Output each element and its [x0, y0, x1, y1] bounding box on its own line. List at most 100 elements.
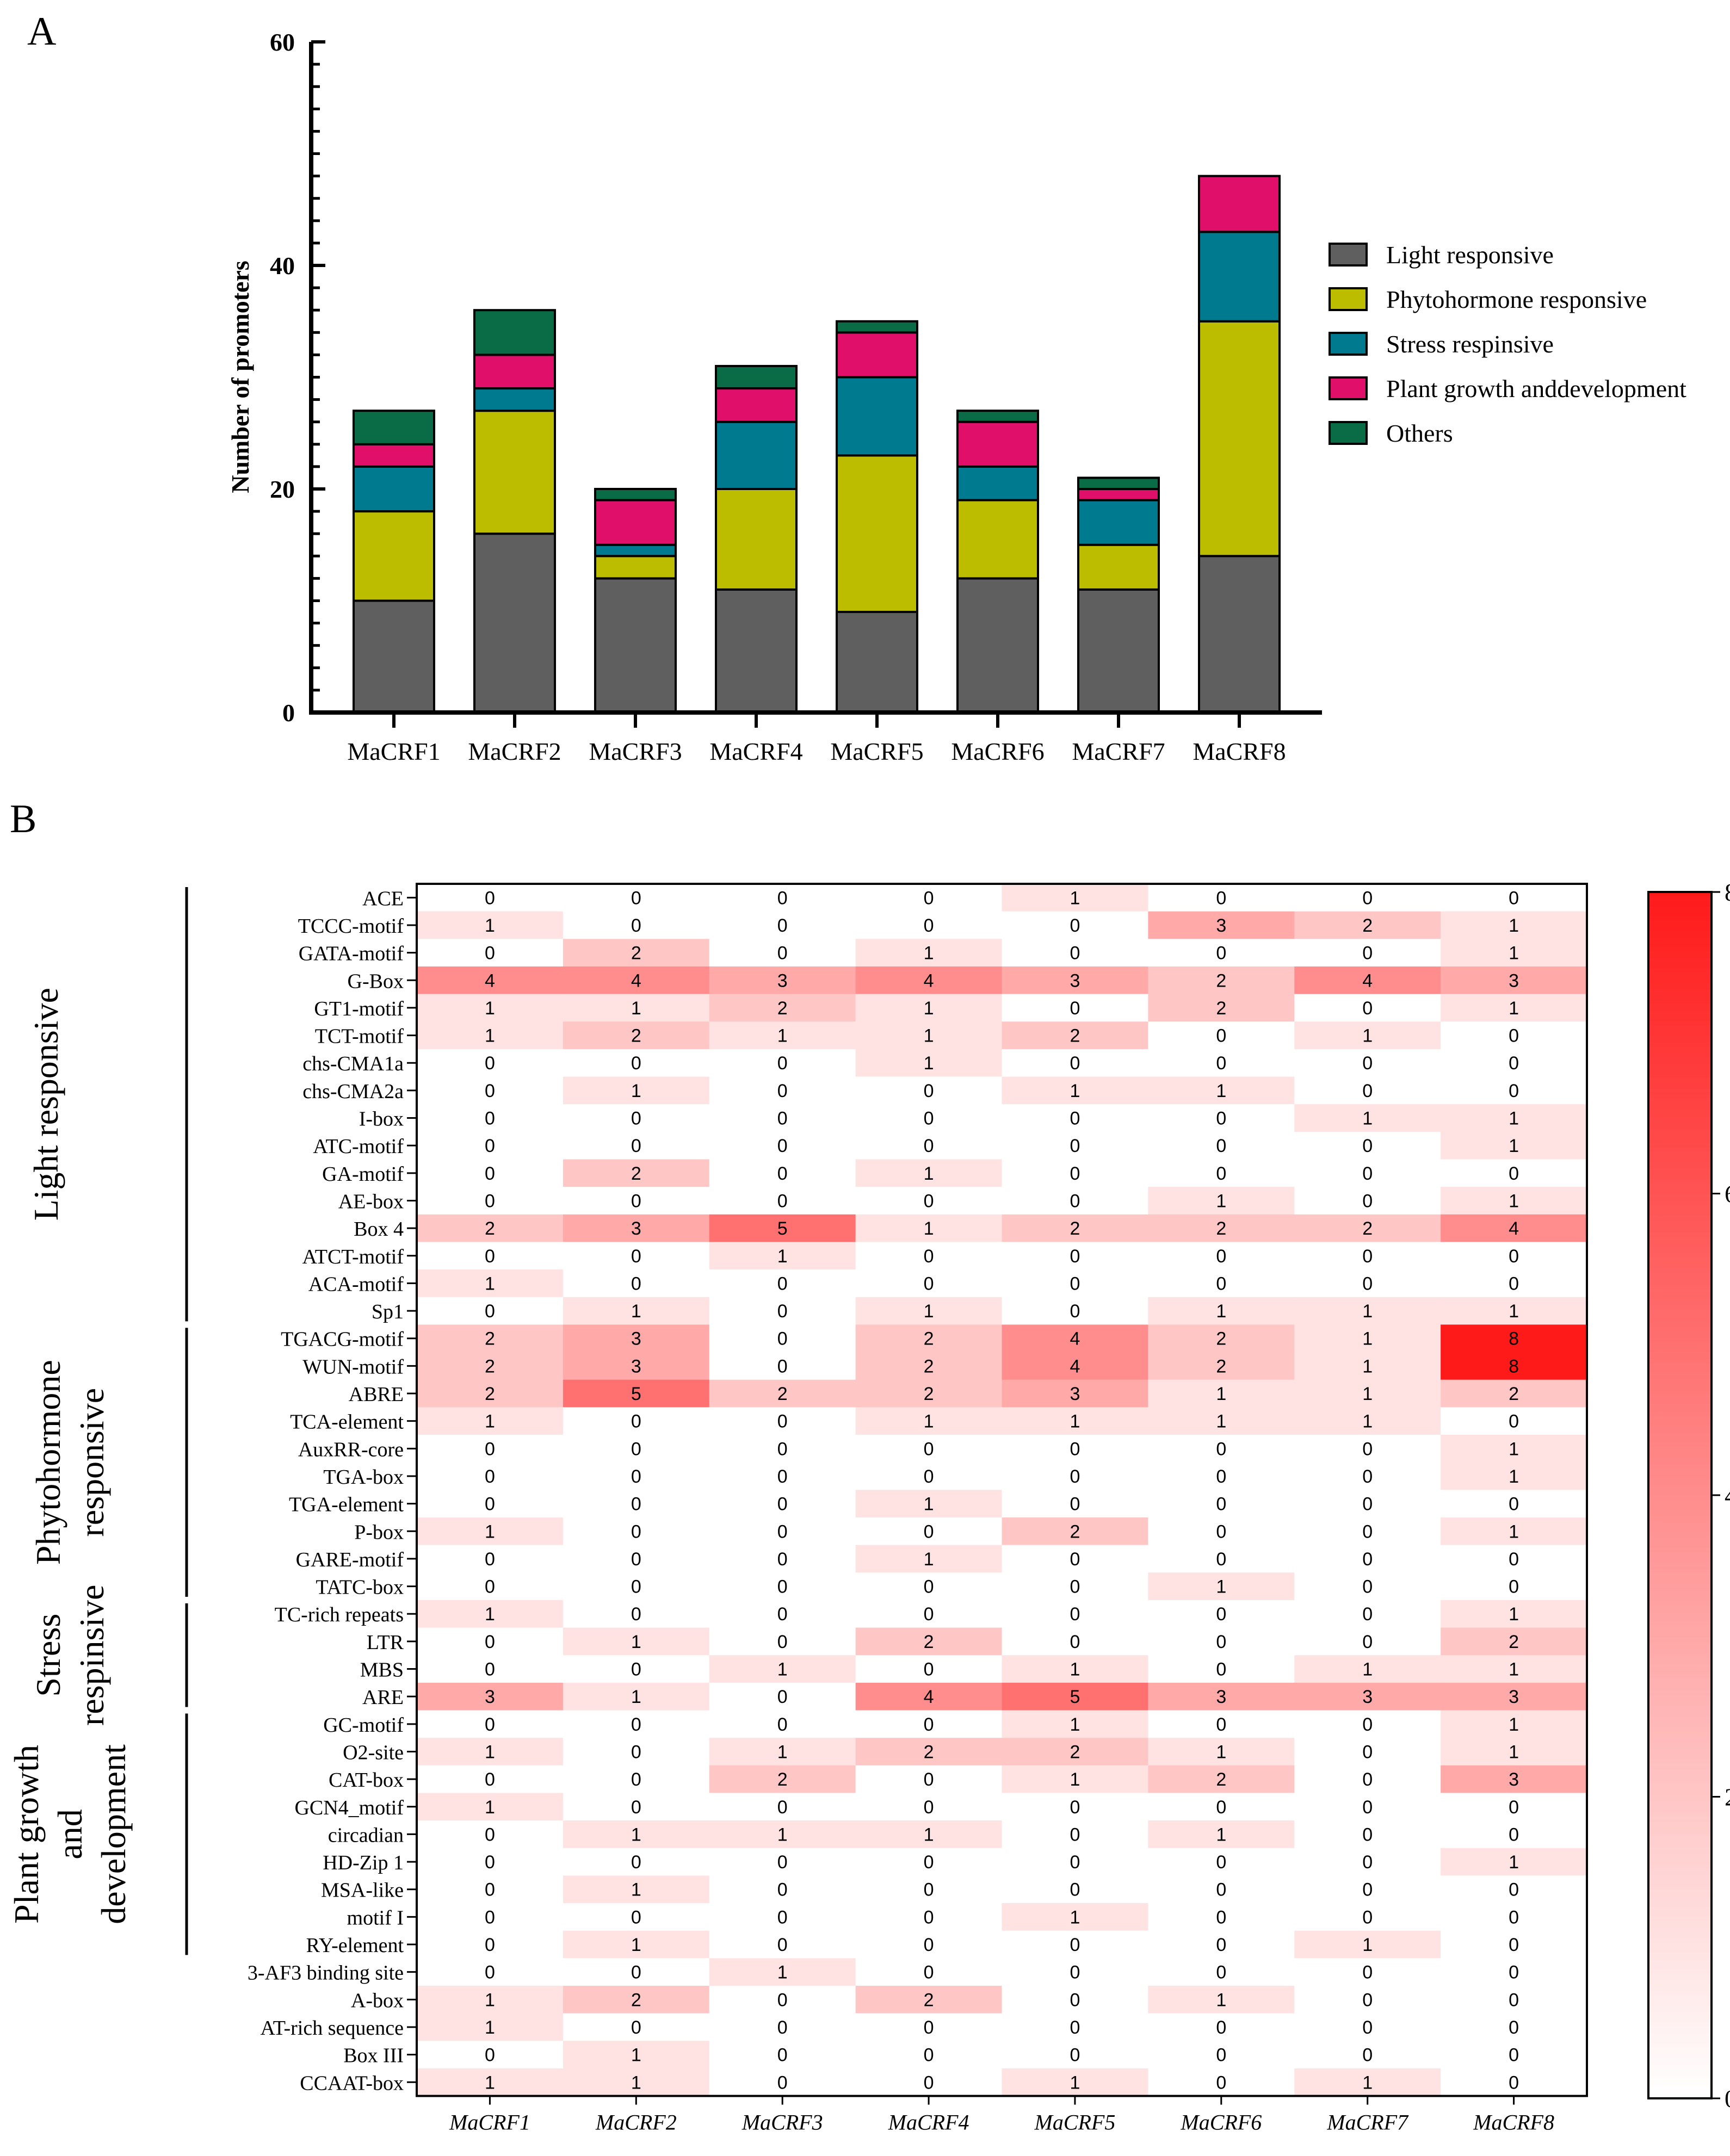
- heatmap-cell-value: 2: [924, 1384, 934, 1404]
- heatmap-cell: [563, 1021, 710, 1050]
- heatmap-cell-value: 0: [485, 1494, 495, 1515]
- heatmap-cell-value: 0: [1362, 1907, 1373, 1928]
- heatmap-cell-value: 0: [1216, 1108, 1226, 1129]
- heatmap-cell: [1294, 1104, 1441, 1132]
- row-label: TCT-motif: [315, 1025, 404, 1048]
- heatmap-cell-value: 1: [1509, 915, 1519, 936]
- heatmap-cell-value: 0: [1070, 1797, 1080, 1818]
- heatmap-cell-value: 0: [631, 1246, 641, 1267]
- y-tick-label: 60: [270, 28, 295, 56]
- heatmap-cell-value: 2: [485, 1356, 495, 1377]
- heatmap-cell: [1294, 1490, 1441, 1518]
- row-label: GARE-motif: [296, 1548, 404, 1571]
- heatmap-cell-value: 0: [924, 1108, 934, 1129]
- colorbar-tick-label: 2: [1725, 1783, 1730, 1811]
- heatmap-cell-value: 2: [1509, 1384, 1519, 1404]
- heatmap-cell-value: 1: [924, 943, 934, 964]
- heatmap-cell: [709, 1903, 856, 1931]
- heatmap-cell-value: 0: [1509, 2045, 1519, 2066]
- heatmap-cell: [855, 966, 1002, 995]
- heatmap-cell: [417, 1352, 564, 1380]
- heatmap-cell-value: 0: [924, 1880, 934, 1900]
- heatmap-cell: [1148, 911, 1295, 939]
- heatmap-cell: [417, 1903, 564, 1931]
- bar-segment: [836, 611, 918, 714]
- heatmap-cell: [1294, 1407, 1441, 1435]
- heatmap-cell: [417, 1379, 564, 1408]
- heatmap-cell: [1002, 1379, 1148, 1408]
- legend-label: Others: [1386, 419, 1453, 447]
- heatmap-cell: [417, 1049, 564, 1077]
- heatmap-cell: [1002, 1820, 1148, 1849]
- bar-segment: [836, 320, 918, 334]
- heatmap-cell-value: 0: [1362, 1714, 1373, 1735]
- heatmap-cell-value: 0: [1070, 1577, 1080, 1597]
- heatmap-cell: [417, 1986, 564, 2014]
- heatmap-cell-value: 1: [1509, 1521, 1519, 1542]
- heatmap-cell: [1441, 1545, 1587, 1573]
- heatmap-cell: [1148, 1765, 1295, 1793]
- heatmap-cell-value: 2: [485, 1329, 495, 1349]
- heatmap-cell: [1294, 1379, 1441, 1408]
- heatmap-cell-value: 1: [1070, 1411, 1080, 1432]
- heatmap-cell-value: 1: [485, 1411, 495, 1432]
- y-axis-label: Number of promoters: [226, 261, 254, 493]
- heatmap-cell: [709, 1214, 856, 1242]
- heatmap-cell: [1148, 1462, 1295, 1490]
- heatmap-cell-value: 2: [631, 1990, 641, 2010]
- heatmap-cell: [1441, 1435, 1587, 1463]
- heatmap-cell: [1441, 1076, 1587, 1105]
- heatmap-cell-value: 0: [485, 1935, 495, 1955]
- heatmap-cell: [1441, 1462, 1587, 1490]
- heatmap-cell-value: 0: [1509, 2017, 1519, 2038]
- heatmap-cell-value: 0: [631, 1577, 641, 1597]
- heatmap-cell-value: 1: [631, 1687, 641, 1707]
- heatmap-cell: [1294, 1021, 1441, 1050]
- group-label: development: [94, 1744, 133, 1924]
- heatmap-cell: [1441, 966, 1587, 995]
- heatmap-cell-value: 0: [777, 1907, 788, 1928]
- heatmap-cell-value: 1: [631, 1632, 641, 1652]
- heatmap-cell: [855, 1627, 1002, 1656]
- heatmap-cell-value: 1: [1509, 1191, 1519, 1211]
- heatmap-cell: [1002, 1407, 1148, 1435]
- heatmap-cell: [855, 1572, 1002, 1601]
- heatmap-cell: [563, 1738, 710, 1766]
- x-tick-label: MaCRF1: [347, 738, 440, 765]
- heatmap-cell: [1441, 1572, 1587, 1601]
- heatmap-cell: [417, 966, 564, 995]
- colorbar-tick-label: 6: [1725, 1180, 1730, 1208]
- heatmap-cell: [563, 884, 710, 912]
- heatmap-cell-value: 0: [777, 1301, 788, 1322]
- heatmap-cell: [1294, 1738, 1441, 1766]
- heatmap-cell-value: 1: [1509, 943, 1519, 964]
- heatmap-cell: [709, 1049, 856, 1077]
- row-label: TGA-box: [323, 1466, 404, 1489]
- heatmap-cell-value: 1: [924, 1218, 934, 1239]
- group-label: Stress: [29, 1614, 67, 1697]
- x-tick-label: MaCRF7: [1072, 738, 1165, 765]
- row-label: GC-motif: [323, 1714, 404, 1737]
- heatmap-cell-value: 1: [1509, 998, 1519, 1019]
- heatmap-cell: [563, 1875, 710, 1904]
- heatmap-cell-value: 0: [1362, 888, 1373, 908]
- heatmap-cell: [417, 939, 564, 967]
- heatmap-cell: [1002, 1903, 1148, 1931]
- heatmap-cell: [1148, 1930, 1295, 1959]
- heatmap-cell: [709, 911, 856, 939]
- heatmap-cell-value: 0: [924, 1797, 934, 1818]
- heatmap-chart: 0 0 0 0 1 0 0 0 ACE 1 0 0 0 0 3 2 1 TCCC-motif 0 2 0 1 0 0 0 1 GAT…: [7, 878, 1730, 2135]
- heatmap-cell-value: 1: [924, 1411, 934, 1432]
- heatmap-cell-value: 0: [924, 2072, 934, 2093]
- heatmap-cell: [563, 2068, 710, 2097]
- heatmap-cell-value: 2: [1070, 1742, 1080, 1762]
- heatmap-cell: [563, 1820, 710, 1849]
- heatmap-cell-value: 0: [1509, 1273, 1519, 1294]
- heatmap-cell: [709, 1793, 856, 1821]
- heatmap-cell-value: 0: [924, 1521, 934, 1542]
- heatmap-cell-value: 0: [631, 1191, 641, 1211]
- bar-segment: [956, 499, 1039, 580]
- heatmap-cell-value: 0: [924, 1246, 934, 1267]
- heatmap-cell: [1148, 1738, 1295, 1766]
- heatmap-cell-value: 0: [485, 1852, 495, 1873]
